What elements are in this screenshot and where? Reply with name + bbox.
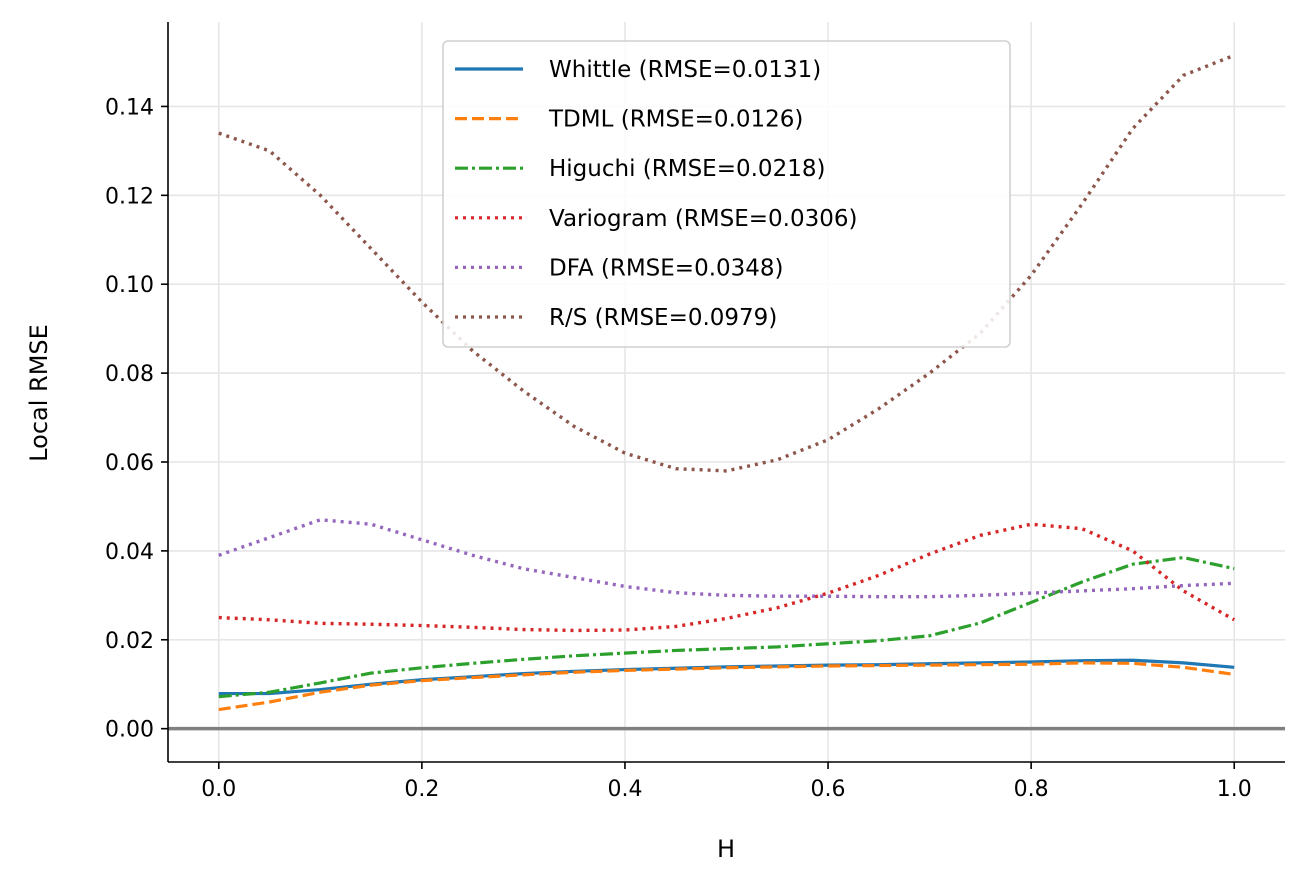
x-tick-label: 0.0: [201, 777, 236, 802]
legend-box: [442, 40, 1011, 348]
x-tick-label: 0.6: [811, 777, 846, 802]
legend-label-1: TDML (RMSE=0.0126): [548, 107, 803, 133]
legend-label-4: DFA (RMSE=0.0348): [549, 255, 784, 281]
x-tick-label: 0.4: [607, 777, 642, 802]
legend-label-3: Variogram (RMSE=0.0306): [549, 206, 857, 232]
legend-label-0: Whittle (RMSE=0.0131): [549, 57, 821, 83]
series-line-1: [218, 661, 1235, 712]
y-axis-label: Local RMSE: [25, 324, 53, 462]
x-axis-label: H: [717, 835, 735, 863]
x-tick-label: 1.0: [1217, 777, 1252, 802]
y-tick-label: 0.06: [105, 451, 154, 476]
y-axis-ticks: 0.00 0.02 0.04 0.06 0.08 0.10 0.12 0.14: [105, 95, 168, 743]
series-line-3: [218, 522, 1236, 633]
y-tick-label: 0.00: [105, 718, 154, 743]
legend-label-2: Higuchi (RMSE=0.0218): [549, 156, 825, 182]
legend: Whittle (RMSE=0.0131) TDML (RMSE=0.0126) H…: [442, 40, 1011, 348]
y-tick-label: 0.04: [105, 540, 154, 565]
y-tick-label: 0.10: [105, 273, 154, 298]
y-tick-label: 0.08: [105, 362, 154, 387]
axes-spines: [167, 22, 1285, 763]
x-tick-label: 0.8: [1014, 777, 1049, 802]
x-axis-ticks: 0.0 0.2 0.4 0.6 0.8 1.0: [201, 762, 1252, 802]
series-line-5: [218, 53, 1235, 473]
series-lines: [218, 53, 1236, 712]
x-tick-label: 0.2: [404, 777, 439, 802]
y-tick-label: 0.12: [105, 184, 154, 209]
legend-label-5: R/S (RMSE=0.0979): [549, 305, 777, 331]
series-line-4: [218, 518, 1235, 599]
series-line-2: [218, 555, 1235, 699]
y-tick-label: 0.14: [105, 95, 154, 120]
y-tick-label: 0.02: [105, 629, 154, 654]
